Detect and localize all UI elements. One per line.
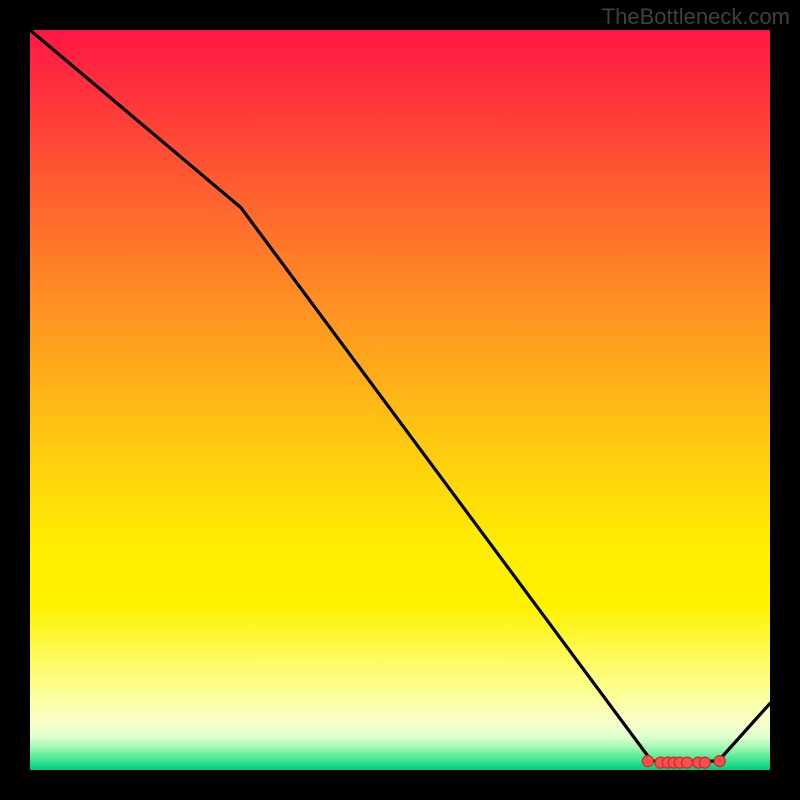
data-marker [699,757,710,768]
data-marker [682,757,693,768]
plot-svg [30,30,770,770]
gradient-background [30,30,770,770]
chart-container: TheBottleneck.com [0,0,800,800]
data-marker [714,756,725,767]
data-marker [642,756,653,767]
watermark-text: TheBottleneck.com [602,4,790,30]
plot-area [30,30,770,770]
